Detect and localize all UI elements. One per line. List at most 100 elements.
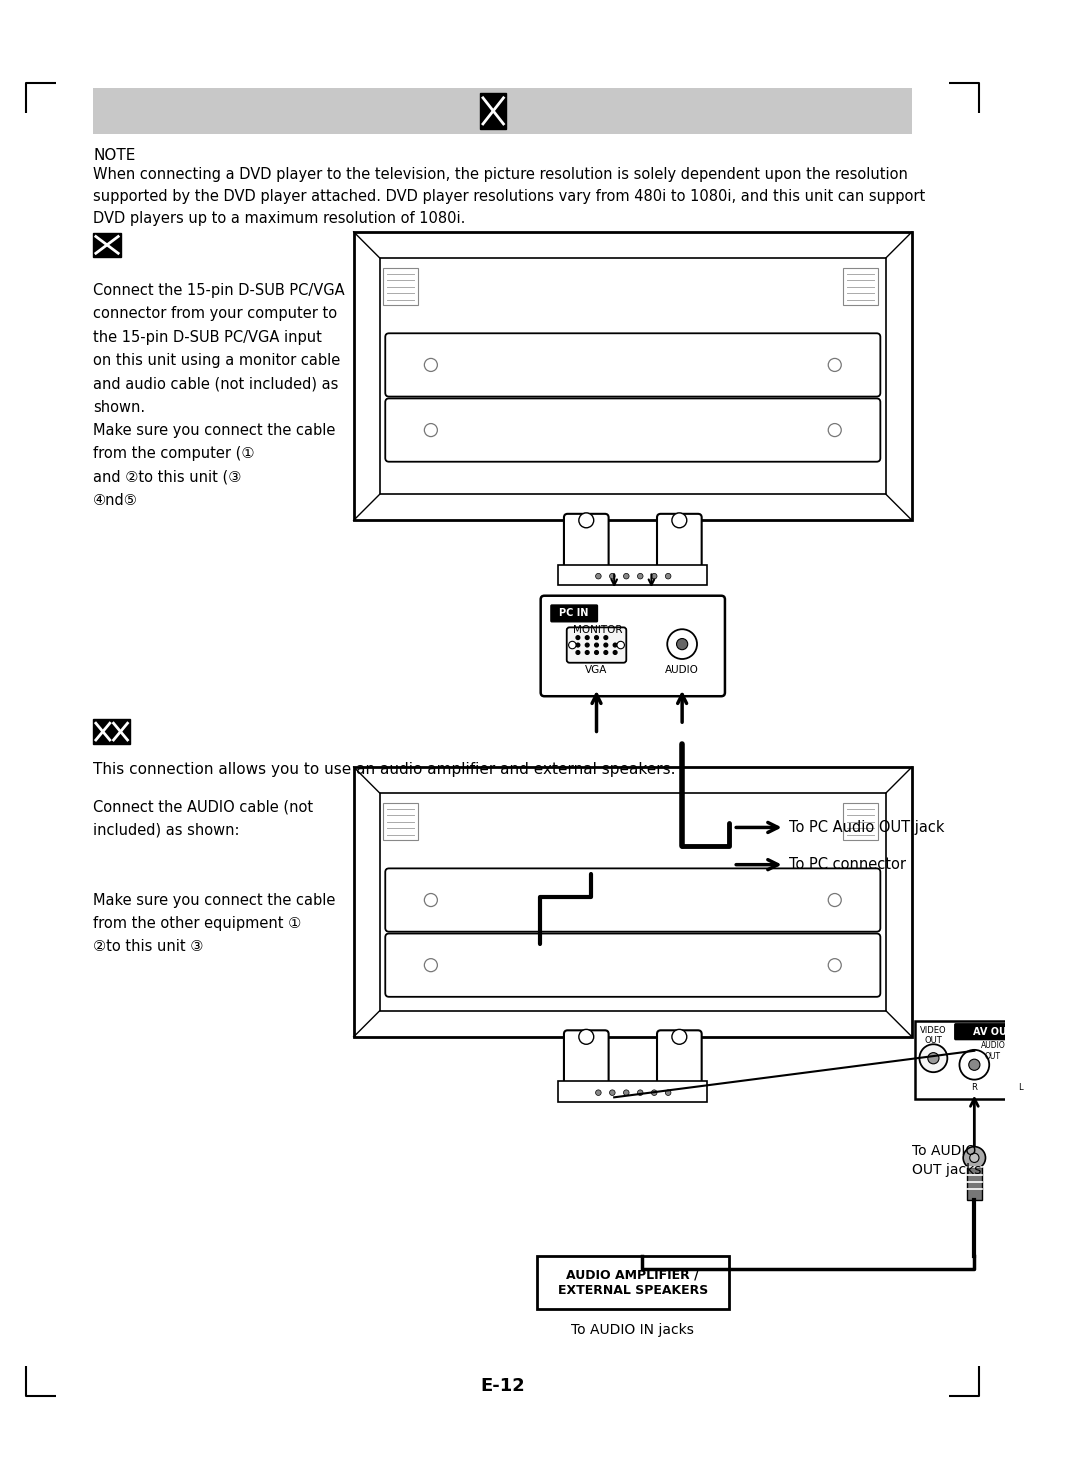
FancyBboxPatch shape — [1013, 1167, 1028, 1199]
Circle shape — [919, 1044, 947, 1072]
FancyBboxPatch shape — [380, 793, 886, 1010]
Circle shape — [665, 1090, 671, 1096]
Circle shape — [595, 1090, 602, 1096]
Circle shape — [637, 1090, 643, 1096]
Text: When connecting a DVD player to the television, the picture resolution is solely: When connecting a DVD player to the tele… — [93, 167, 926, 226]
Circle shape — [959, 1050, 989, 1080]
FancyBboxPatch shape — [552, 779, 630, 876]
FancyBboxPatch shape — [558, 1081, 707, 1102]
FancyBboxPatch shape — [657, 1031, 702, 1092]
FancyBboxPatch shape — [93, 87, 912, 135]
FancyBboxPatch shape — [380, 257, 886, 494]
Circle shape — [604, 651, 608, 654]
FancyBboxPatch shape — [386, 333, 880, 396]
Text: AUDIO AMPLIFIER /
EXTERNAL SPEAKERS: AUDIO AMPLIFIER / EXTERNAL SPEAKERS — [557, 1269, 707, 1297]
Text: To AUDIO
OUT jacks: To AUDIO OUT jacks — [912, 1143, 982, 1177]
FancyBboxPatch shape — [383, 268, 418, 305]
Circle shape — [562, 771, 573, 782]
Circle shape — [667, 629, 697, 660]
Text: AV OUT: AV OUT — [973, 1028, 1013, 1037]
Text: VGA: VGA — [585, 664, 608, 674]
Text: Make sure you connect the cable
from the other equipment ①
②to this unit ③: Make sure you connect the cable from the… — [93, 893, 336, 954]
FancyBboxPatch shape — [562, 852, 621, 864]
FancyBboxPatch shape — [386, 868, 880, 932]
Circle shape — [576, 636, 580, 639]
Text: Connect the AUDIO cable (not
included) as shown:: Connect the AUDIO cable (not included) a… — [93, 800, 313, 839]
Circle shape — [579, 513, 594, 528]
Circle shape — [568, 642, 576, 649]
Circle shape — [609, 574, 616, 578]
FancyBboxPatch shape — [386, 398, 880, 461]
Circle shape — [672, 513, 687, 528]
FancyBboxPatch shape — [915, 1021, 1044, 1099]
Circle shape — [613, 643, 617, 646]
Text: MONITOR: MONITOR — [572, 624, 622, 634]
Text: Connect the 15-pin D-SUB PC/VGA
connector from your computer to
the 15-pin D-SUB: Connect the 15-pin D-SUB PC/VGA connecto… — [93, 282, 345, 416]
Circle shape — [665, 574, 671, 578]
FancyBboxPatch shape — [562, 834, 621, 847]
Text: Make sure you connect the cable
from the computer (①
and ②to this unit (③
④nd⑤: Make sure you connect the cable from the… — [93, 423, 336, 507]
Text: To PC connector: To PC connector — [789, 858, 906, 873]
FancyBboxPatch shape — [567, 627, 626, 663]
Circle shape — [963, 1146, 986, 1168]
Circle shape — [609, 771, 620, 782]
Circle shape — [1016, 1154, 1026, 1162]
Text: VIDEO
OUT: VIDEO OUT — [920, 1025, 947, 1046]
FancyBboxPatch shape — [562, 818, 621, 830]
Text: PC IN: PC IN — [559, 608, 589, 618]
Circle shape — [637, 574, 643, 578]
FancyBboxPatch shape — [383, 803, 418, 840]
Circle shape — [585, 651, 589, 654]
Circle shape — [613, 651, 617, 654]
Circle shape — [676, 840, 689, 852]
Circle shape — [623, 1090, 629, 1096]
Circle shape — [623, 574, 629, 578]
FancyBboxPatch shape — [353, 232, 912, 521]
FancyBboxPatch shape — [843, 803, 878, 840]
Circle shape — [928, 1053, 939, 1063]
Circle shape — [576, 651, 580, 654]
FancyBboxPatch shape — [955, 1023, 1031, 1040]
FancyBboxPatch shape — [843, 268, 878, 305]
FancyBboxPatch shape — [93, 232, 121, 257]
FancyBboxPatch shape — [557, 771, 624, 791]
Circle shape — [676, 639, 688, 649]
Circle shape — [579, 1029, 594, 1044]
FancyBboxPatch shape — [564, 513, 609, 575]
Text: L: L — [1018, 1083, 1023, 1093]
FancyBboxPatch shape — [386, 933, 880, 997]
FancyBboxPatch shape — [558, 565, 707, 586]
Circle shape — [585, 643, 589, 646]
Text: R: R — [971, 1083, 977, 1093]
FancyBboxPatch shape — [93, 719, 131, 744]
Circle shape — [672, 1029, 687, 1044]
FancyBboxPatch shape — [481, 93, 507, 129]
Circle shape — [651, 1090, 657, 1096]
Text: AUDIO: AUDIO — [665, 664, 699, 674]
Text: To PC Audio OUT jack: To PC Audio OUT jack — [789, 819, 945, 836]
Circle shape — [595, 651, 598, 654]
Circle shape — [1010, 1146, 1032, 1168]
Circle shape — [651, 574, 657, 578]
Circle shape — [1015, 1059, 1026, 1071]
Text: E-12: E-12 — [481, 1377, 525, 1395]
FancyBboxPatch shape — [353, 768, 912, 1037]
Circle shape — [595, 643, 598, 646]
Circle shape — [585, 636, 589, 639]
Text: AUDIO
OUT: AUDIO OUT — [981, 1041, 1005, 1060]
Circle shape — [1005, 1050, 1036, 1080]
Circle shape — [595, 574, 602, 578]
FancyBboxPatch shape — [562, 802, 621, 813]
FancyBboxPatch shape — [537, 1256, 729, 1309]
FancyBboxPatch shape — [541, 596, 725, 697]
FancyBboxPatch shape — [564, 1031, 609, 1092]
Circle shape — [609, 1090, 616, 1096]
Circle shape — [970, 1154, 978, 1162]
FancyBboxPatch shape — [657, 513, 702, 575]
Text: NOTE: NOTE — [93, 148, 135, 163]
FancyBboxPatch shape — [967, 1167, 982, 1199]
Circle shape — [604, 643, 608, 646]
Text: To AUDIO IN jacks: To AUDIO IN jacks — [571, 1324, 694, 1337]
Circle shape — [604, 636, 608, 639]
Circle shape — [969, 1059, 980, 1071]
